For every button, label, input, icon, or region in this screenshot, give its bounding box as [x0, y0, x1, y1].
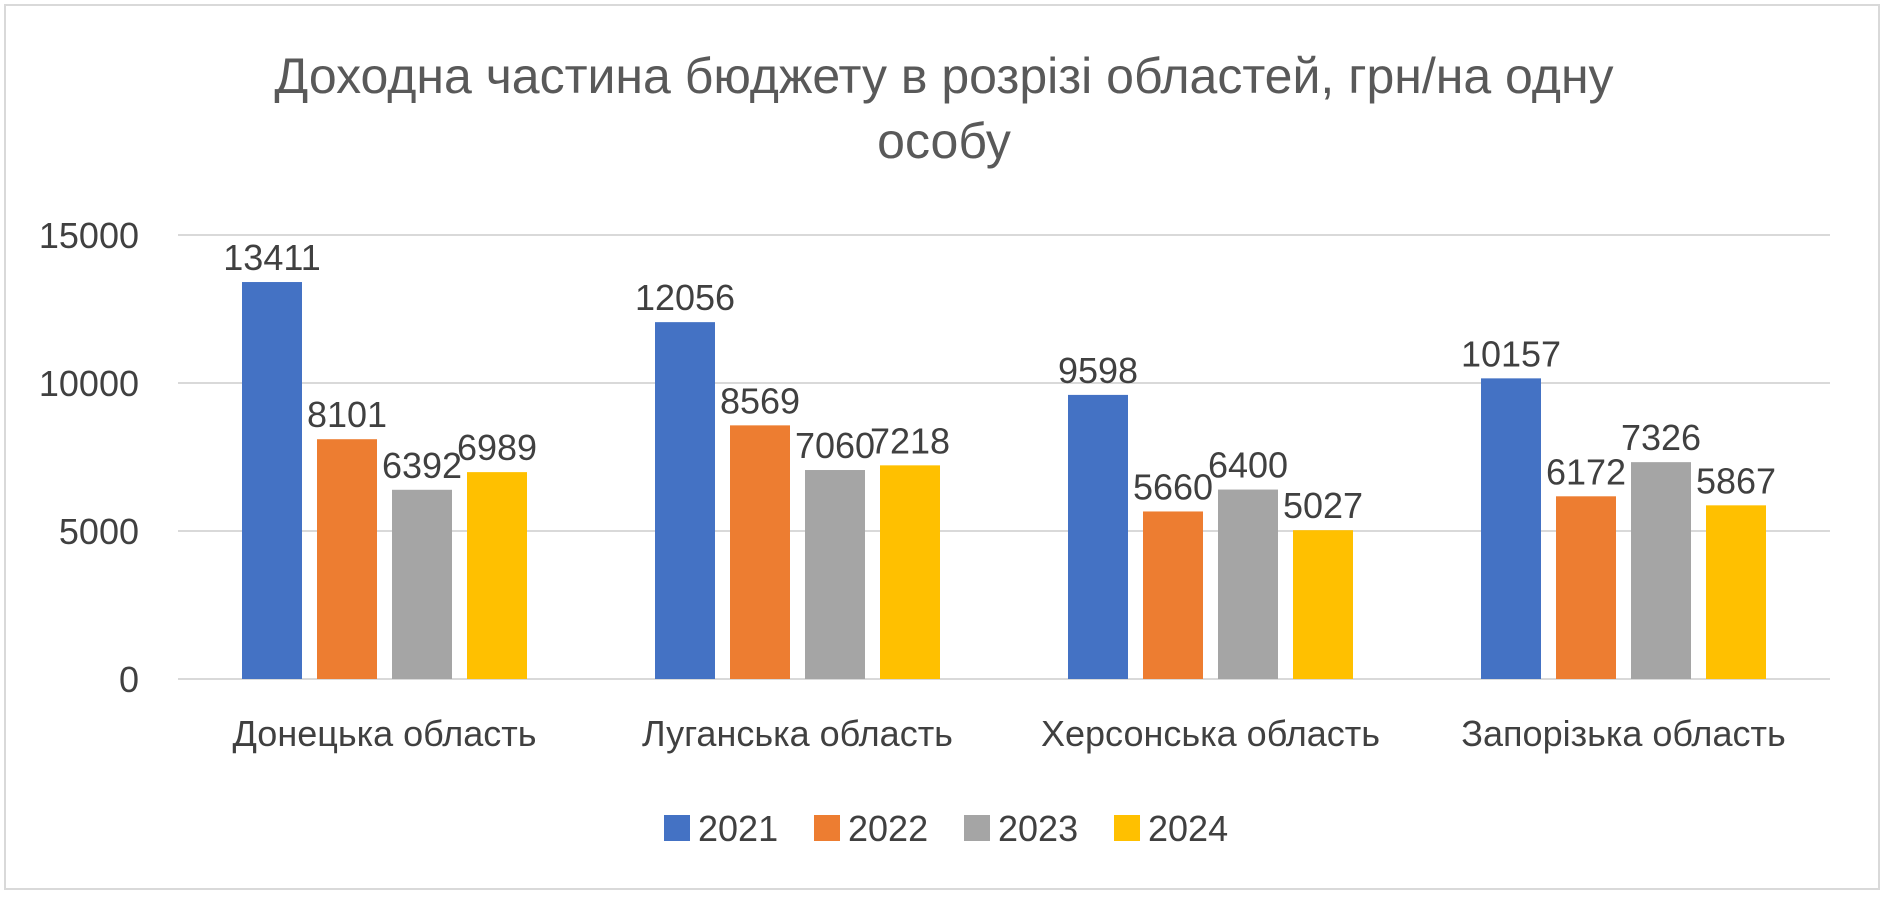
- data-label-2021-1: 13411: [223, 237, 320, 278]
- data-label-2023-4: 7326: [1621, 417, 1701, 458]
- bar-2023-2: [805, 470, 865, 679]
- chart-title-line-1: Доходна частина бюджету в розрізі област…: [274, 48, 1613, 104]
- bar-2021-3: [1068, 394, 1128, 679]
- bar-2022-1: [317, 439, 377, 679]
- y-tick-label-10000: 10000: [39, 363, 139, 404]
- bar-2023-1: [392, 489, 452, 679]
- data-label-2023-1: 6392: [382, 445, 462, 486]
- legend: 2021 2022 2023 2024: [664, 808, 1228, 849]
- legend-label-2021: 2021: [698, 808, 778, 849]
- legend-label-2024: 2024: [1148, 808, 1228, 849]
- y-tick-label-5000: 5000: [59, 511, 139, 552]
- data-label-2023-2: 7060: [795, 425, 875, 466]
- data-label-2024-1: 6989: [457, 427, 537, 468]
- bar-2023-4: [1631, 462, 1691, 679]
- data-label-2021-4: 10157: [1461, 333, 1561, 374]
- data-label-2021-3: 9598: [1058, 350, 1138, 391]
- data-label-2022-2: 8569: [720, 380, 800, 421]
- bar-2024-4: [1706, 505, 1766, 679]
- category-label-3: Херсонська область: [1041, 713, 1380, 754]
- bar-2024-3: [1293, 530, 1353, 679]
- data-label-2021-2: 12056: [635, 277, 735, 318]
- y-axis-ticks: 0 5000 10000 15000: [39, 215, 139, 700]
- bar-2022-3: [1143, 511, 1203, 679]
- data-label-2023-3: 6400: [1208, 445, 1288, 486]
- data-label-2024-3: 5027: [1283, 485, 1363, 526]
- data-label-2022-1: 8101: [307, 394, 387, 435]
- legend-swatch-2022: [814, 815, 840, 841]
- bar-2022-4: [1556, 496, 1616, 679]
- bar-2024-2: [880, 465, 940, 679]
- category-label-2: Луганська область: [642, 713, 953, 754]
- data-label-2022-4: 6172: [1546, 451, 1626, 492]
- data-label-2024-2: 7218: [870, 420, 950, 461]
- bar-2022-2: [730, 425, 790, 679]
- y-tick-label-15000: 15000: [39, 215, 139, 256]
- chart-svg: Доходна частина бюджету в розрізі област…: [39, 48, 1830, 849]
- legend-label-2022: 2022: [848, 808, 928, 849]
- data-label-2024-4: 5867: [1696, 460, 1776, 501]
- x-axis-categories: Донецька область Луганська область Херсонс…: [233, 713, 1786, 754]
- legend-swatch-2021: [664, 815, 690, 841]
- chart-frame: Доходна частина бюджету в розрізі област…: [4, 4, 1880, 890]
- data-label-2022-3: 5660: [1133, 466, 1213, 507]
- category-label-1: Донецька область: [233, 713, 537, 754]
- chart-title-line-2: особу: [877, 113, 1011, 169]
- legend-label-2023: 2023: [998, 808, 1078, 849]
- legend-swatch-2023: [964, 815, 990, 841]
- legend-swatch-2024: [1114, 815, 1140, 841]
- bar-2021-1: [242, 282, 302, 679]
- bars: [242, 282, 1766, 679]
- gridlines: [178, 234, 1830, 680]
- y-tick-label-0: 0: [119, 659, 139, 700]
- bar-2021-4: [1481, 378, 1541, 679]
- chart-title: Доходна частина бюджету в розрізі област…: [274, 48, 1613, 169]
- category-label-4: Запорізька область: [1461, 713, 1785, 754]
- bar-2024-1: [467, 472, 527, 679]
- bar-2023-3: [1218, 489, 1278, 679]
- bar-2021-2: [655, 322, 715, 679]
